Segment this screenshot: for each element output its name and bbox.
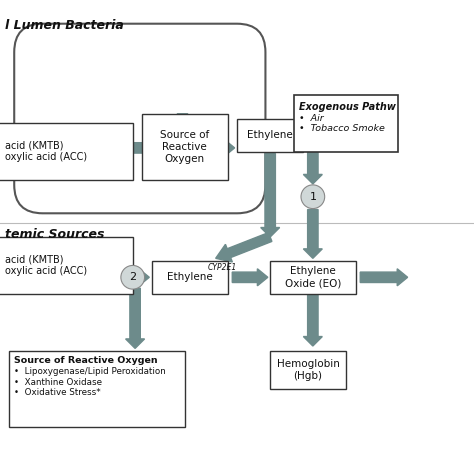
FancyBboxPatch shape: [294, 95, 398, 152]
Text: Ethylene: Ethylene: [167, 272, 212, 283]
FancyArrow shape: [128, 139, 235, 156]
Text: 1: 1: [310, 191, 316, 202]
Text: Ethylene
Oxide (EO): Ethylene Oxide (EO): [285, 266, 341, 288]
FancyBboxPatch shape: [9, 351, 185, 427]
Text: •  Air
•  Tobacco Smoke: • Air • Tobacco Smoke: [299, 114, 384, 133]
Text: Source of
Reactive
Oxygen: Source of Reactive Oxygen: [160, 130, 210, 164]
Circle shape: [301, 185, 325, 209]
FancyArrow shape: [303, 210, 322, 258]
FancyArrow shape: [126, 288, 145, 348]
Text: Hemoglobin
(Hgb): Hemoglobin (Hgb): [277, 359, 339, 381]
FancyBboxPatch shape: [152, 261, 228, 294]
Text: l Lumen Bacteria: l Lumen Bacteria: [5, 19, 124, 32]
Text: temic Sources: temic Sources: [5, 228, 104, 240]
FancyArrow shape: [303, 152, 322, 184]
FancyArrow shape: [216, 233, 272, 262]
FancyBboxPatch shape: [270, 261, 356, 294]
Text: acid (KMTB)
oxylic acid (ACC): acid (KMTB) oxylic acid (ACC): [5, 255, 87, 276]
Circle shape: [121, 265, 145, 289]
FancyBboxPatch shape: [237, 118, 303, 152]
FancyBboxPatch shape: [0, 237, 133, 294]
FancyArrow shape: [360, 269, 408, 286]
FancyBboxPatch shape: [0, 123, 133, 180]
FancyArrow shape: [133, 269, 149, 286]
Text: •  Lipoxygenase/Lipid Peroxidation
•  Xanthine Oxidase
•  Oxidative Stress*: • Lipoxygenase/Lipid Peroxidation • Xant…: [14, 367, 166, 397]
Text: Exogenous Pathw: Exogenous Pathw: [299, 102, 395, 112]
FancyBboxPatch shape: [270, 351, 346, 389]
FancyArrow shape: [232, 269, 268, 286]
FancyBboxPatch shape: [142, 114, 228, 180]
Text: CYP2E1: CYP2E1: [208, 263, 237, 272]
FancyArrow shape: [303, 294, 322, 346]
FancyArrow shape: [173, 114, 192, 146]
Text: Source of Reactive Oxygen: Source of Reactive Oxygen: [14, 356, 158, 365]
Text: acid (KMTB)
oxylic acid (ACC): acid (KMTB) oxylic acid (ACC): [5, 141, 87, 163]
Text: Ethylene: Ethylene: [247, 130, 293, 140]
FancyArrow shape: [261, 154, 280, 237]
Text: 2: 2: [129, 272, 137, 283]
